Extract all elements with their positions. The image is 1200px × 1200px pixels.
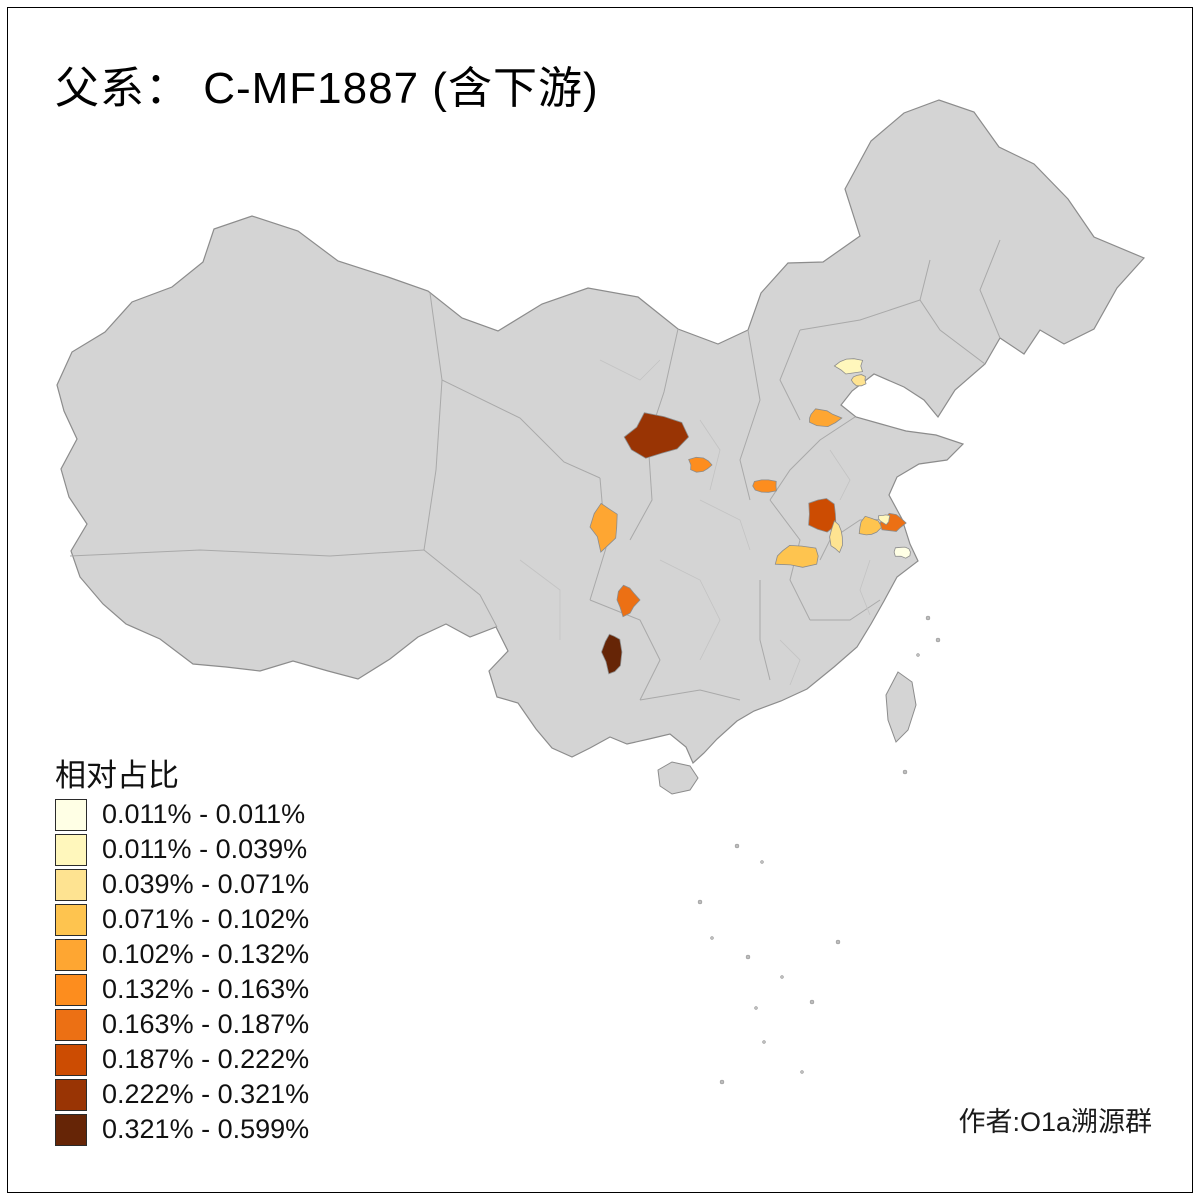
legend-swatch [55,1078,87,1111]
legend-label: 0.321% - 0.599% [102,1114,310,1144]
highlighted-regions [589,358,911,675]
legend-swatch [55,798,87,831]
legend-swatch [55,973,87,1006]
highlighted-region [589,502,618,553]
highlighted-region [808,498,837,533]
legend: 0.011% - 0.011% 0.011% - 0.039% 0.039% - 0… [55,797,309,1147]
legend-swatch [55,938,87,971]
legend-row: 0.222% - 0.321% [55,1077,309,1112]
legend-swatch [55,833,87,866]
highlighted-region [878,514,891,526]
legend-row: 0.011% - 0.039% [55,832,309,867]
legend-label: 0.222% - 0.321% [102,1079,310,1109]
legend-row: 0.187% - 0.222% [55,1042,309,1077]
highlighted-region [809,408,843,428]
highlighted-region [829,520,843,554]
legend-swatch [55,868,87,901]
legend-swatch [55,1113,87,1146]
highlighted-region [774,544,819,568]
highlighted-region [616,584,641,618]
legend-label: 0.187% - 0.222% [102,1044,310,1074]
legend-label: 0.011% - 0.011% [102,799,306,829]
legend-label: 0.071% - 0.102% [102,904,310,934]
page-title: 父系： C-MF1887 (含下游) [55,64,599,113]
highlighted-region [833,358,864,375]
province-borders [69,239,1001,701]
highlighted-region [601,633,623,675]
legend-row: 0.163% - 0.187% [55,1007,309,1042]
highlighted-region [752,479,777,493]
legend-swatch [55,903,87,936]
highlighted-region [623,412,690,459]
highlighted-region [893,546,911,559]
legend-label: 0.039% - 0.071% [102,869,310,899]
legend-row: 0.132% - 0.163% [55,972,309,1007]
hainan-island [657,761,699,795]
legend-row: 0.321% - 0.599% [55,1112,309,1147]
legend-row: 0.102% - 0.132% [55,937,309,972]
author-credit: 作者:O1a溯源群 [958,1107,1152,1137]
mainland-outline [56,99,1146,765]
legend-swatch [55,1008,87,1041]
legend-row: 0.011% - 0.011% [55,797,309,832]
legend-label: 0.132% - 0.163% [102,974,310,1004]
legend-row: 0.071% - 0.102% [55,902,309,937]
legend-label: 0.102% - 0.132% [102,939,310,969]
islands [657,615,941,1085]
taiwan-island [885,671,917,743]
legend-title: 相对占比 [55,758,179,793]
highlighted-region [850,374,867,387]
legend-label: 0.011% - 0.039% [102,834,308,864]
highlighted-region [858,515,883,536]
legend-row: 0.039% - 0.071% [55,867,309,902]
legend-swatch [55,1043,87,1076]
legend-label: 0.163% - 0.187% [102,1009,310,1039]
highlighted-region [688,456,713,473]
